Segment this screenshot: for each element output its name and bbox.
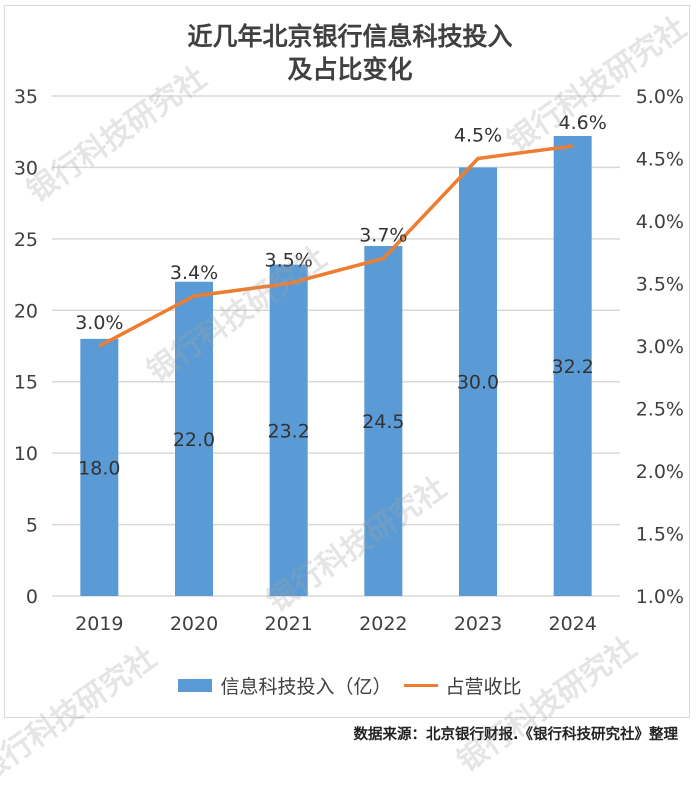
chart-title: 近几年北京银行信息科技投入 及占比变化 (0, 20, 700, 86)
bar-value-label: 22.0 (173, 429, 215, 451)
bar-value-label: 32.2 (552, 356, 594, 378)
legend-line-swatch (403, 684, 438, 687)
line-value-label: 3.7% (359, 225, 407, 247)
bar-value-label: 30.0 (457, 372, 499, 394)
legend-bar-label: 信息科技投入（亿） (220, 676, 392, 698)
line-value-label: 3.0% (75, 312, 123, 334)
bar-2019[interactable] (80, 338, 119, 596)
left-axis-tick: 25 (14, 229, 38, 251)
x-axis-tick: 2022 (359, 613, 407, 635)
left-axis-tick: 10 (14, 443, 38, 465)
line-value-label: 4.5% (454, 125, 502, 147)
chart-title-line2: 及占比变化 (287, 55, 413, 84)
legend-item-bar[interactable]: 信息科技投入（亿） (178, 672, 392, 699)
right-axis-tick: 1.0% (636, 586, 684, 608)
right-axis-tick: 1.5% (636, 524, 684, 546)
chart-title-line1: 近几年北京银行信息科技投入 (187, 22, 513, 51)
legend: 信息科技投入（亿） 占营收比 (0, 672, 700, 699)
combo-chart: 0 5 10 15 20 25 30 35 1.0% 1.5% 2.0% 2.5% 3.0% 3.5% 4.… (14, 86, 684, 635)
right-axis-tick: 3.5% (636, 274, 684, 296)
line-value-label: 3.4% (170, 262, 218, 284)
right-axis-tick: 4.0% (636, 211, 684, 233)
right-axis-tick: 2.0% (636, 461, 684, 483)
x-axis-tick: 2019 (75, 613, 123, 635)
line-value-label: 4.6% (559, 112, 607, 134)
left-axis-tick: 0 (26, 586, 38, 608)
x-axis-tick: 2024 (548, 613, 596, 635)
bar-2020[interactable] (175, 281, 213, 596)
bar-2022[interactable] (364, 246, 403, 596)
source-note: 数据来源：北京银行财报.《银行科技研究社》整理 (353, 727, 678, 743)
bar-2023[interactable] (459, 167, 497, 596)
right-axis-tick: 5.0% (636, 86, 684, 108)
bar-value-label: 23.2 (268, 420, 310, 442)
legend-line-label: 占营收比 (445, 676, 522, 698)
left-axis-tick: 5 (26, 515, 38, 537)
right-axis-tick: 4.5% (636, 149, 684, 171)
bar-value-label: 24.5 (362, 411, 404, 433)
x-axis-tick: 2020 (170, 613, 218, 635)
x-axis-tick: 2021 (264, 613, 312, 635)
legend-bar-swatch (178, 679, 213, 692)
chart-frame (4, 5, 690, 718)
x-axis-tick: 2023 (454, 613, 502, 635)
bar-2024[interactable] (553, 136, 592, 596)
right-axis-tick: 2.5% (636, 399, 684, 421)
left-axis-tick: 30 (14, 157, 38, 179)
bar-2021[interactable] (269, 264, 308, 596)
left-axis-tick: 35 (14, 86, 38, 108)
legend-item-line[interactable]: 占营收比 (403, 672, 522, 699)
right-axis-tick: 3.0% (636, 336, 684, 358)
left-axis-tick: 15 (14, 372, 38, 394)
left-axis-tick: 20 (14, 300, 38, 322)
ratio-line[interactable] (98, 144, 573, 348)
bar-value-label: 18.0 (78, 457, 120, 479)
line-value-label: 3.5% (265, 250, 313, 272)
